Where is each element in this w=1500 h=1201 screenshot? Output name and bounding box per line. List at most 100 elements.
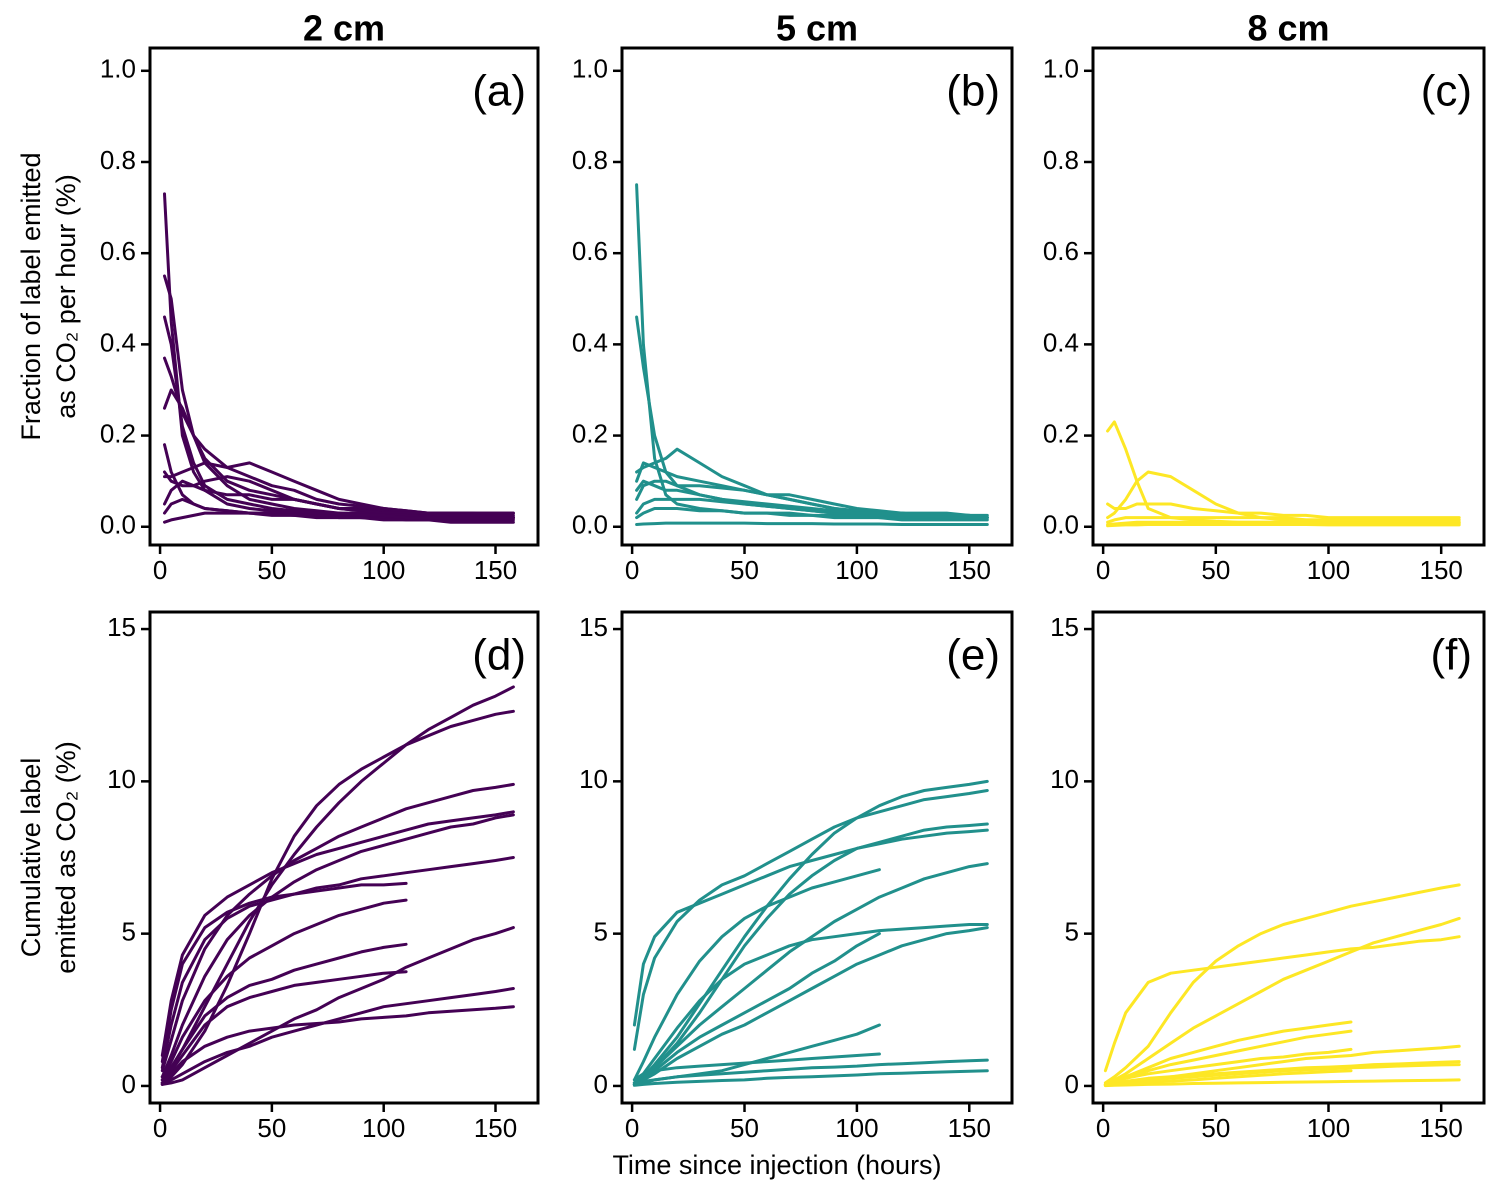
data-line [160, 926, 515, 1086]
y-axis-label: Fraction of label emitted [16, 152, 46, 440]
y-tick-label: 0.4 [1043, 327, 1079, 357]
data-line [160, 709, 515, 1085]
y-tick-label: 0.4 [100, 327, 136, 357]
data-line [635, 497, 989, 520]
x-tick-label: 100 [362, 555, 405, 585]
y-tick-label: 5 [1065, 917, 1079, 947]
panel-label: (f) [1430, 631, 1472, 680]
y-tick-label: 5 [594, 917, 608, 947]
data-line [1106, 420, 1461, 524]
y-tick-label: 1.0 [100, 54, 136, 84]
x-tick-label: 100 [1307, 555, 1350, 585]
y-tick-label: 0.4 [572, 327, 608, 357]
x-tick-label: 50 [1201, 1113, 1230, 1143]
y-tick-label: 15 [1050, 612, 1079, 642]
x-tick-label: 100 [1307, 1113, 1350, 1143]
data-line [1103, 883, 1461, 1085]
y-tick-label: 0.6 [572, 236, 608, 266]
y-tick-label: 10 [579, 764, 608, 794]
data-line [160, 810, 515, 1057]
data-line [1103, 1078, 1461, 1088]
y-tick-label: 0.8 [1043, 145, 1079, 175]
data-line [160, 1005, 515, 1085]
y-tick-label: 1.0 [1043, 54, 1079, 84]
x-axis-label: Time since injection (hours) [612, 1150, 941, 1180]
panel-label: (b) [946, 67, 1000, 116]
data-line [160, 685, 515, 1079]
x-tick-label: 50 [257, 1113, 286, 1143]
y-tick-label: 0 [1065, 1069, 1079, 1099]
data-line [632, 779, 989, 1085]
x-tick-label: 150 [1419, 1113, 1462, 1143]
data-line [1103, 916, 1461, 1086]
data-line [632, 828, 989, 1027]
y-tick-label: 10 [1050, 764, 1079, 794]
data-line [160, 782, 515, 1073]
data-line [632, 868, 881, 1082]
panel-title: 8 cm [1247, 8, 1329, 49]
data-line [635, 521, 989, 526]
data-line [632, 789, 989, 1051]
x-tick-label: 0 [153, 1113, 167, 1143]
data-line [1103, 1063, 1461, 1087]
data-line [632, 926, 989, 1086]
y-axis-label: emitted as CO₂ (%) [51, 741, 81, 974]
y-axis-label: as CO₂ per hour (%) [51, 174, 81, 419]
y-axis-label: Cumulative label [16, 758, 46, 958]
plot-frame [148, 610, 540, 1105]
x-tick-label: 0 [625, 1113, 639, 1143]
x-tick-label: 150 [474, 555, 517, 585]
data-line [160, 856, 515, 1070]
data-line [163, 511, 515, 524]
data-line [635, 315, 989, 520]
x-tick-label: 0 [625, 555, 639, 585]
data-line [632, 1058, 989, 1086]
x-tick-label: 0 [1096, 1113, 1110, 1143]
panel-label: (a) [472, 67, 526, 116]
x-tick-label: 150 [1419, 555, 1462, 585]
data-line [160, 987, 515, 1086]
panel-label: (d) [472, 631, 526, 680]
y-tick-label: 0.8 [100, 145, 136, 175]
data-line [635, 479, 989, 520]
data-line [160, 942, 408, 1082]
data-line [160, 898, 408, 1082]
data-line [1103, 935, 1461, 1073]
y-tick-label: 5 [122, 917, 136, 947]
y-tick-label: 0.0 [100, 510, 136, 540]
panel-title: 2 cm [303, 8, 385, 49]
x-tick-label: 50 [257, 555, 286, 585]
x-tick-label: 0 [153, 555, 167, 585]
data-line [632, 822, 989, 1086]
data-line [635, 461, 989, 517]
data-line [160, 813, 515, 1079]
data-line [635, 507, 989, 522]
data-line [163, 497, 515, 522]
y-tick-label: 0.0 [1043, 510, 1079, 540]
data-line [632, 1069, 989, 1087]
data-line [1106, 502, 1461, 520]
y-tick-label: 0 [594, 1069, 608, 1099]
plot-frame [1091, 610, 1486, 1105]
x-tick-label: 50 [1201, 555, 1230, 585]
data-line [160, 881, 408, 1064]
x-tick-label: 100 [835, 1113, 878, 1143]
plot-frame [148, 46, 540, 547]
y-tick-label: 0.6 [1043, 236, 1079, 266]
data-line [163, 461, 515, 515]
x-tick-label: 150 [474, 1113, 517, 1143]
y-tick-label: 0.0 [572, 510, 608, 540]
x-tick-label: 50 [730, 555, 759, 585]
data-line [160, 970, 408, 1085]
data-line [1103, 1047, 1353, 1086]
y-tick-label: 0.2 [572, 418, 608, 448]
y-tick-label: 0 [122, 1069, 136, 1099]
y-tick-label: 0.6 [100, 236, 136, 266]
y-tick-label: 0.2 [1043, 418, 1079, 448]
y-tick-label: 10 [107, 764, 136, 794]
panel-label: (e) [946, 631, 1000, 680]
data-line [1103, 1069, 1353, 1087]
x-tick-label: 50 [730, 1113, 759, 1143]
